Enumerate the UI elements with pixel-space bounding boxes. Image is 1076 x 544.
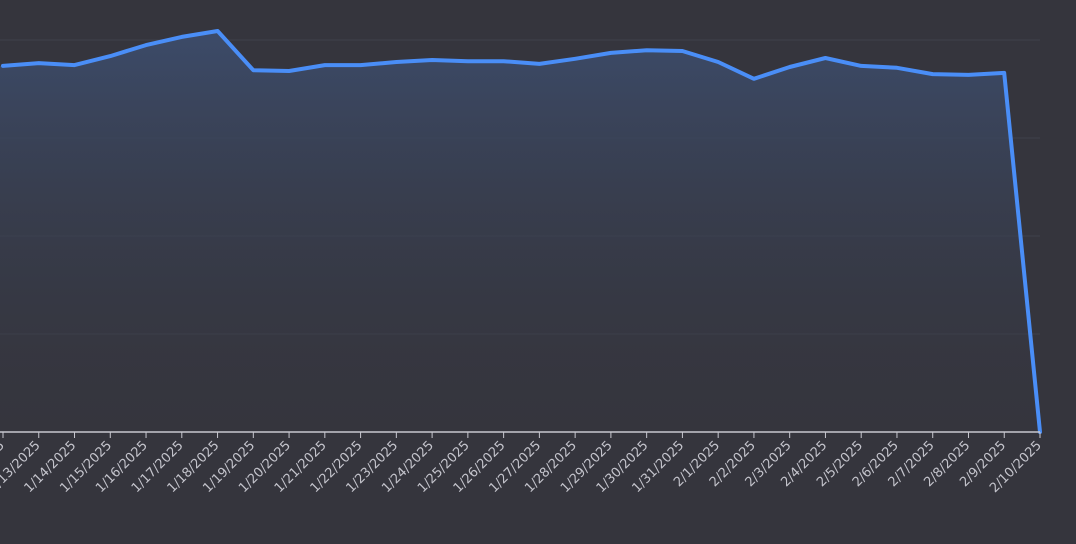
line	[1, 29, 1042, 434]
area-fill	[0, 31, 1040, 432]
